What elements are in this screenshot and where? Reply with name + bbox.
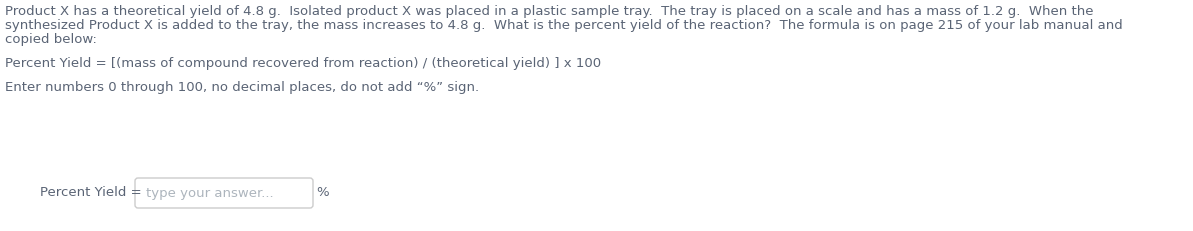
Text: Enter numbers 0 through 100, no decimal places, do not add “%” sign.: Enter numbers 0 through 100, no decimal …	[5, 81, 480, 94]
Text: Percent Yield = [(mass of compound recovered from reaction) / (theoretical yield: Percent Yield = [(mass of compound recov…	[5, 57, 601, 70]
FancyBboxPatch shape	[135, 178, 313, 208]
Text: Product X has a theoretical yield of 4.8 g.  Isolated product X was placed in a : Product X has a theoretical yield of 4.8…	[5, 5, 1094, 18]
Text: %: %	[316, 186, 328, 200]
Text: synthesized Product X is added to the tray, the mass increases to 4.8 g.  What i: synthesized Product X is added to the tr…	[5, 19, 1123, 32]
Text: type your answer...: type your answer...	[146, 186, 273, 200]
Text: copied below:: copied below:	[5, 33, 97, 46]
Text: Percent Yield =: Percent Yield =	[41, 186, 146, 200]
